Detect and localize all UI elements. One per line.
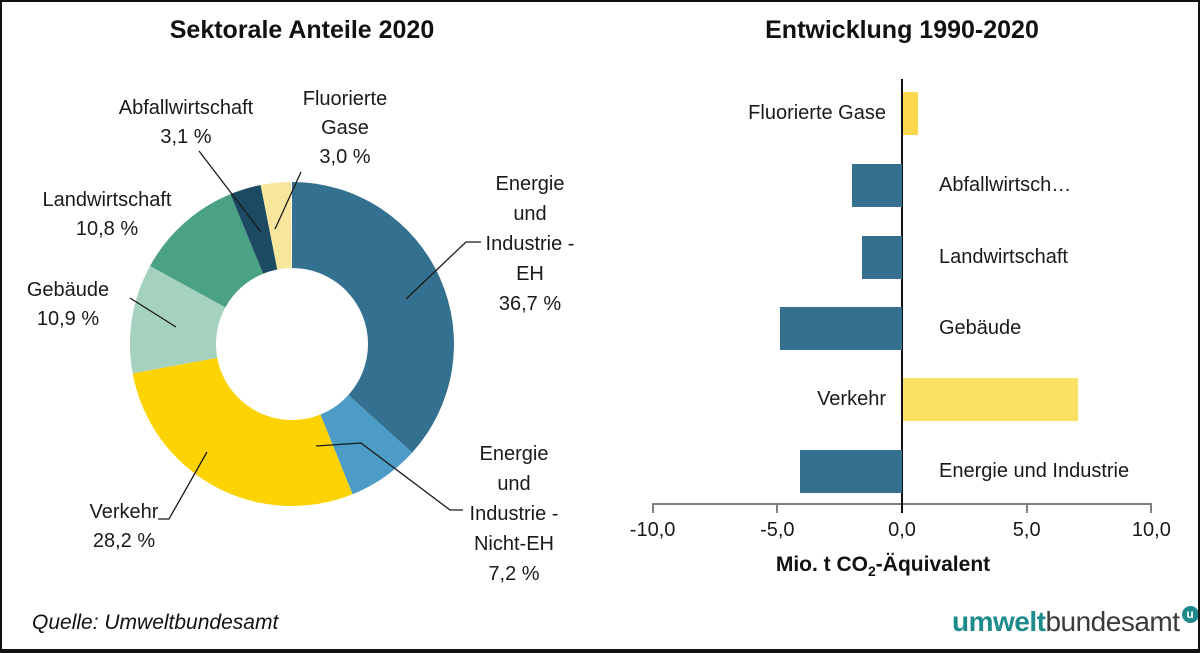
donut-label-line: 36,7 % xyxy=(498,293,562,315)
bar-verkehr xyxy=(903,377,1078,421)
uba-logo-badge-icon: u xyxy=(1181,606,1198,623)
bar-energie-und-industrie xyxy=(799,449,902,493)
leader-line-2 xyxy=(158,451,208,520)
x-axis-title-post: -Äquivalent xyxy=(875,553,991,576)
x-axis-tick-label: 5,0 xyxy=(1012,519,1041,541)
bar-chart-title: Entwicklung 1990-2020 xyxy=(765,16,1039,44)
leader-line-6 xyxy=(274,171,302,230)
bar-geb-ude xyxy=(779,306,902,350)
leader-line-1 xyxy=(315,442,463,511)
donut-label-line: 28,2 % xyxy=(92,530,156,552)
donut-label-line: Gase xyxy=(321,117,369,139)
bar-category-label: Energie und Industrie xyxy=(939,460,1130,482)
donut-label-line: 10,9 % xyxy=(36,308,100,330)
donut-label-line: Verkehr xyxy=(89,501,159,523)
bar-category-label: Fluorierte Gase xyxy=(748,102,886,124)
donut-label-line: und xyxy=(513,203,547,225)
x-axis-tick xyxy=(1150,504,1153,513)
donut-label-line: 3,0 % xyxy=(319,146,371,168)
donut-slice-geb-ude xyxy=(129,265,226,374)
donut-label-line: Landwirtschaft xyxy=(42,189,172,211)
donut-label-line: Nicht-EH xyxy=(473,533,554,555)
x-axis-tick-label: 10,0 xyxy=(1131,519,1171,541)
donut-label-line: 7,2 % xyxy=(488,563,540,585)
donut-chart xyxy=(129,150,481,520)
x-axis-tick-label: -10,0 xyxy=(629,519,676,541)
donut-label-line: Industrie - xyxy=(469,503,559,525)
donut-label-verkehr: Verkehr 28,2 % xyxy=(44,498,204,556)
uba-logo-bundesamt: bundesamt xyxy=(1045,606,1180,637)
donut-label-line: Energie xyxy=(495,173,565,195)
donut-label-line: Industrie - xyxy=(485,233,575,255)
bar-category-label: Landwirtschaft xyxy=(939,246,1068,268)
bar-landwirtschaft xyxy=(862,235,902,279)
x-axis-tick-label: 0,0 xyxy=(888,519,916,541)
donut-label-geb-ude: Gebäude 10,9 % xyxy=(2,276,134,334)
leader-line-5 xyxy=(198,150,262,233)
donut-label-line: und xyxy=(497,473,531,495)
donut-label-line: EH xyxy=(516,263,544,285)
bar-category-label: Verkehr xyxy=(817,388,886,410)
bar-category-label: Abfallwirtsch… xyxy=(939,174,1072,196)
x-axis-title-sub: 2 xyxy=(868,563,876,580)
donut-label-energie-und-industrie-nicht-eh: Energie und Industrie - Nicht-EH 7,2 % xyxy=(434,439,594,589)
bar-fluorierte-gase xyxy=(903,91,918,135)
x-axis-title: Mio. t CO2-Äquivalent xyxy=(633,553,1133,579)
donut-label-energie-und-industrie-eh: Energie und Industrie - EH 36,7 % xyxy=(450,169,610,319)
donut-slice-landwirtschaft xyxy=(150,194,264,308)
donut-slice-energie-und-industrie-eh xyxy=(292,182,454,453)
donut-label-line: Fluorierte xyxy=(302,88,388,110)
x-axis-tick-label: -5,0 xyxy=(760,519,795,541)
donut-slice-verkehr xyxy=(132,357,353,507)
x-axis-tick xyxy=(776,504,779,513)
donut-label-fluorierte-gase: Fluorierte Gase 3,0 % xyxy=(265,85,425,172)
donut-label-landwirtschaft: Landwirtschaft 10,8 % xyxy=(17,186,197,244)
donut-label-line: Gebäude xyxy=(26,279,110,301)
zero-baseline xyxy=(901,79,903,513)
x-axis-tick xyxy=(1025,504,1028,513)
donut-label-line: Abfallwirtschaft xyxy=(118,97,254,119)
leader-line-3 xyxy=(129,297,177,328)
donut-label-line: Energie xyxy=(479,443,549,465)
x-axis-title-pre: Mio. t CO xyxy=(775,553,868,576)
x-axis-tick xyxy=(651,504,654,513)
leader-line-0 xyxy=(405,241,481,300)
source-note: Quelle: Umweltbundesamt xyxy=(32,611,279,634)
donut-label-abfallwirtschaft: Abfallwirtschaft 3,1 % xyxy=(96,94,276,152)
donut-slice-energie-und-industrie-nicht-eh xyxy=(320,394,413,495)
donut-label-line: 3,1 % xyxy=(160,126,212,148)
uba-logo: umweltbundesamt u xyxy=(952,606,1198,638)
donut-label-line: 10,8 % xyxy=(75,218,139,240)
uba-logo-umwelt: umwelt xyxy=(952,606,1046,637)
bar-abfallwirtsch- xyxy=(852,163,902,207)
bar-category-label: Gebäude xyxy=(939,317,1022,339)
donut-chart-title: Sektorale Anteile 2020 xyxy=(169,16,435,44)
